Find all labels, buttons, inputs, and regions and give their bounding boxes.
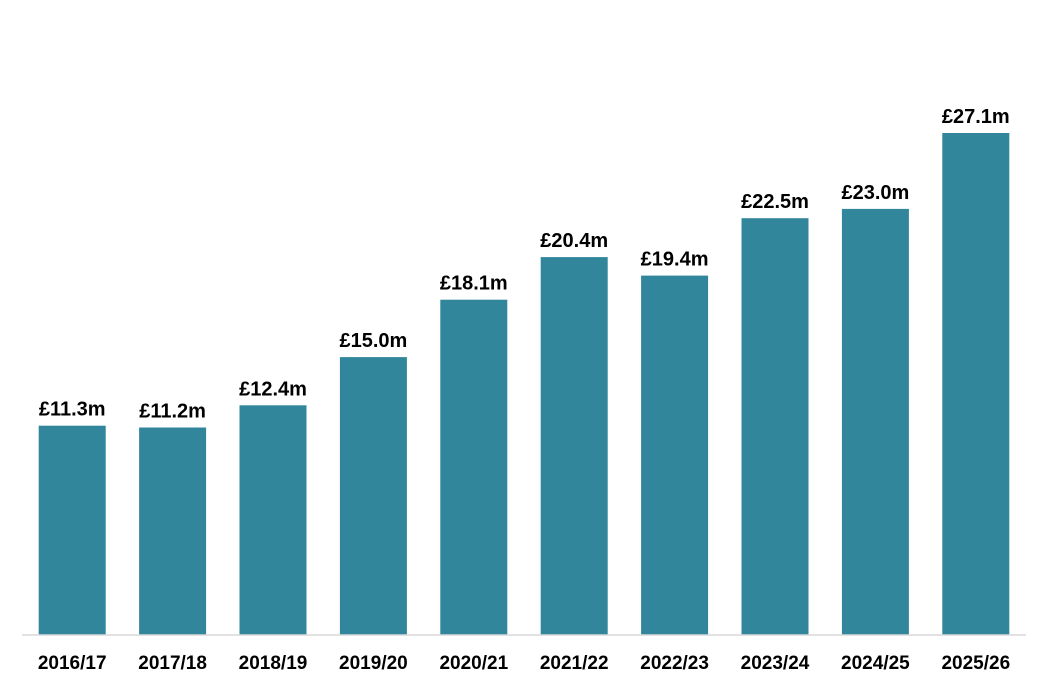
- data-label-2023-24: £22.5m: [741, 191, 809, 213]
- bar-2016-17: [38, 425, 106, 635]
- bar-2023-24: [741, 218, 809, 635]
- bar-2022-23: [641, 275, 709, 635]
- x-tick-label-2020-21: 2020/21: [439, 653, 508, 674]
- data-label-2021-22: £20.4m: [540, 230, 608, 252]
- data-label-2017-18: £11.2m: [139, 401, 206, 423]
- x-tick-label-2023-24: 2023/24: [741, 653, 810, 674]
- bars-group: [38, 133, 1010, 635]
- x-tick-label-2016-17: 2016/17: [38, 653, 107, 674]
- bar-2017-18: [139, 427, 207, 635]
- x-tick-label-2021-22: 2021/22: [540, 653, 609, 674]
- data-label-2018-19: £12.4m: [239, 378, 307, 400]
- x-tick-label-2018-19: 2018/19: [239, 653, 308, 674]
- x-tick-label-2022-23: 2022/23: [640, 653, 709, 674]
- bar-2020-21: [440, 299, 508, 635]
- data-label-2016-17: £11.3m: [39, 399, 106, 421]
- bar-2019-20: [339, 357, 407, 635]
- data-label-2024-25: £23.0m: [841, 182, 909, 204]
- x-tick-label-2025-26: 2025/26: [941, 653, 1010, 674]
- data-labels-group: £11.3m £11.2m £12.4m £15.0m £18.1m £20.4m £19.…: [39, 106, 1010, 423]
- x-tick-label-2017-18: 2017/18: [138, 653, 207, 674]
- x-tick-label-2024-25: 2024/25: [841, 653, 910, 674]
- bar-2025-26: [942, 133, 1010, 635]
- data-label-2019-20: £15.0m: [339, 330, 407, 352]
- data-label-2022-23: £19.4m: [641, 249, 709, 271]
- bar-2024-25: [841, 208, 909, 635]
- x-tick-label-2019-20: 2019/20: [339, 653, 408, 674]
- x-tick-labels-group: 2016/17 2017/18 2018/19 2019/20 2020/21 2021/…: [38, 653, 1010, 674]
- data-label-2020-21: £18.1m: [440, 273, 508, 295]
- data-label-2025-26: £27.1m: [942, 106, 1010, 128]
- bar-2018-19: [239, 405, 307, 635]
- bar-2021-22: [540, 257, 608, 635]
